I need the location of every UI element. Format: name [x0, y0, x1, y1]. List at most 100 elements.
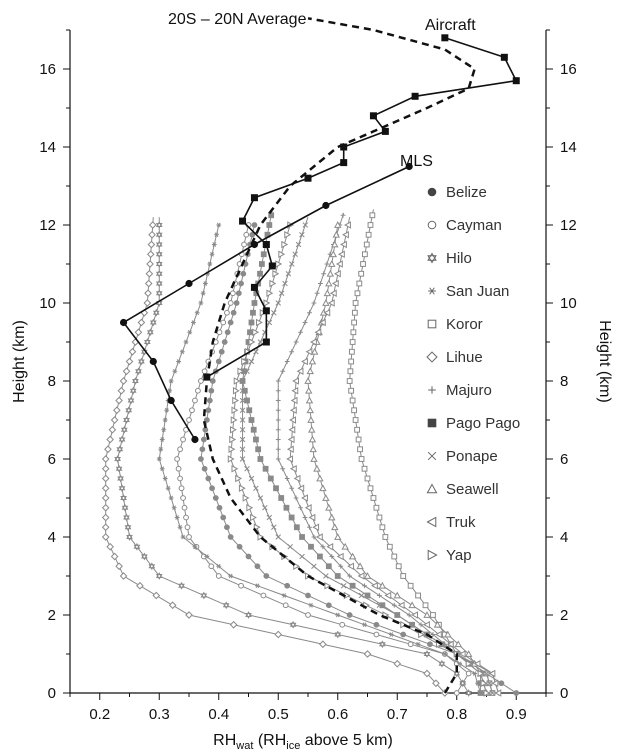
- data-point: [274, 630, 283, 639]
- marker-square-open: [370, 495, 377, 501]
- data-point: [134, 328, 143, 337]
- marker-tri-right: [248, 338, 256, 346]
- data-point: [498, 680, 505, 687]
- legend-item: Hilo: [427, 250, 472, 267]
- x-axis-label-subscript: ice: [286, 740, 300, 752]
- data-point: [308, 357, 317, 365]
- data-point: [174, 515, 180, 520]
- marker-diamond-open: [144, 279, 153, 288]
- data-point: [205, 475, 212, 482]
- marker-tri-right: [237, 367, 245, 375]
- marker-square-open: [356, 280, 363, 287]
- marker-ast-b: [199, 300, 203, 306]
- data-point: [216, 563, 222, 569]
- marker-star-b: [465, 691, 473, 697]
- data-point: [238, 280, 244, 287]
- marker-square-open: [363, 241, 370, 248]
- y-tick-label-right: 2: [560, 607, 568, 624]
- marker-diamond-open: [108, 425, 117, 434]
- data-point: [281, 240, 289, 249]
- marker-circle-open: [241, 241, 247, 248]
- data-point: [145, 269, 154, 278]
- data-point: [108, 425, 117, 434]
- marker-tri-right: [269, 279, 277, 288]
- data-point: [228, 445, 236, 453]
- data-point: [120, 494, 127, 502]
- aircraft-point: [262, 307, 270, 315]
- x-tick-label: 0.8: [446, 706, 467, 723]
- marker-ast-b: [309, 602, 313, 608]
- data-point: [483, 689, 491, 697]
- data-point: [275, 300, 282, 306]
- marker-diamond-open: [229, 620, 238, 629]
- data-point: [229, 426, 237, 434]
- marker-ast-b: [443, 651, 447, 657]
- data-point: [278, 495, 285, 501]
- data-point: [126, 533, 133, 541]
- data-point: [162, 417, 168, 423]
- data-point: [246, 504, 254, 512]
- data-point: [156, 456, 162, 462]
- data-point: [351, 407, 358, 414]
- marker-x-b: [275, 300, 282, 306]
- series-line: [289, 217, 499, 694]
- data-point: [230, 309, 237, 316]
- marker-square: [257, 456, 264, 462]
- aircraft-point: [268, 262, 276, 270]
- marker-tri-left: [344, 221, 351, 229]
- data-point: [340, 582, 347, 589]
- data-point: [376, 514, 383, 521]
- marker-tri-right: [232, 387, 240, 395]
- marker-x-b: [248, 358, 255, 365]
- x-tick-label: 0.9: [506, 706, 527, 723]
- marker-star-b: [245, 613, 252, 619]
- data-point: [215, 358, 222, 365]
- data-point: [185, 611, 193, 619]
- data-point: [104, 445, 112, 454]
- data-point: [321, 271, 327, 277]
- marker-tri-up: [322, 299, 330, 306]
- mls-point: [119, 318, 128, 327]
- marker-circle: [254, 563, 261, 570]
- data-point: [146, 260, 154, 268]
- series-belize: [198, 222, 520, 696]
- marker-tri-right: [229, 435, 237, 444]
- data-point: [155, 269, 163, 278]
- data-point: [311, 534, 317, 540]
- marker-x-b: [239, 378, 246, 384]
- data-point: [244, 397, 250, 404]
- marker-tri-left: [290, 396, 298, 405]
- data-point: [183, 514, 189, 521]
- data-point: [158, 446, 164, 452]
- data-point: [334, 573, 341, 579]
- data-point: [239, 407, 246, 414]
- marker-tri-left: [340, 240, 347, 249]
- data-point: [258, 261, 265, 267]
- data-point: [305, 396, 314, 404]
- data-point: [465, 670, 472, 677]
- data-point: [275, 398, 281, 403]
- marker-circle: [245, 553, 252, 560]
- data-point: [201, 368, 208, 375]
- data-point: [257, 495, 264, 501]
- data-point: [307, 425, 316, 433]
- marker-ast-b: [169, 378, 173, 384]
- data-point: [115, 464, 123, 473]
- marker-star-b: [127, 398, 135, 405]
- data-point: [304, 504, 312, 512]
- data-point: [459, 679, 467, 688]
- marker-circle: [227, 534, 234, 540]
- marker-tri-left: [426, 516, 437, 528]
- marker-star-b: [155, 574, 163, 580]
- marker-circle-open: [339, 621, 346, 628]
- data-point: [106, 435, 114, 444]
- marker-circle: [240, 270, 247, 277]
- marker-tri-right: [293, 562, 301, 570]
- marker-circle: [200, 436, 207, 443]
- marker-tri-up: [310, 455, 318, 462]
- data-point: [323, 289, 332, 297]
- data-point: [275, 456, 281, 462]
- data-point: [260, 592, 267, 599]
- marker-circle: [373, 621, 380, 628]
- marker-ast-b: [176, 359, 181, 364]
